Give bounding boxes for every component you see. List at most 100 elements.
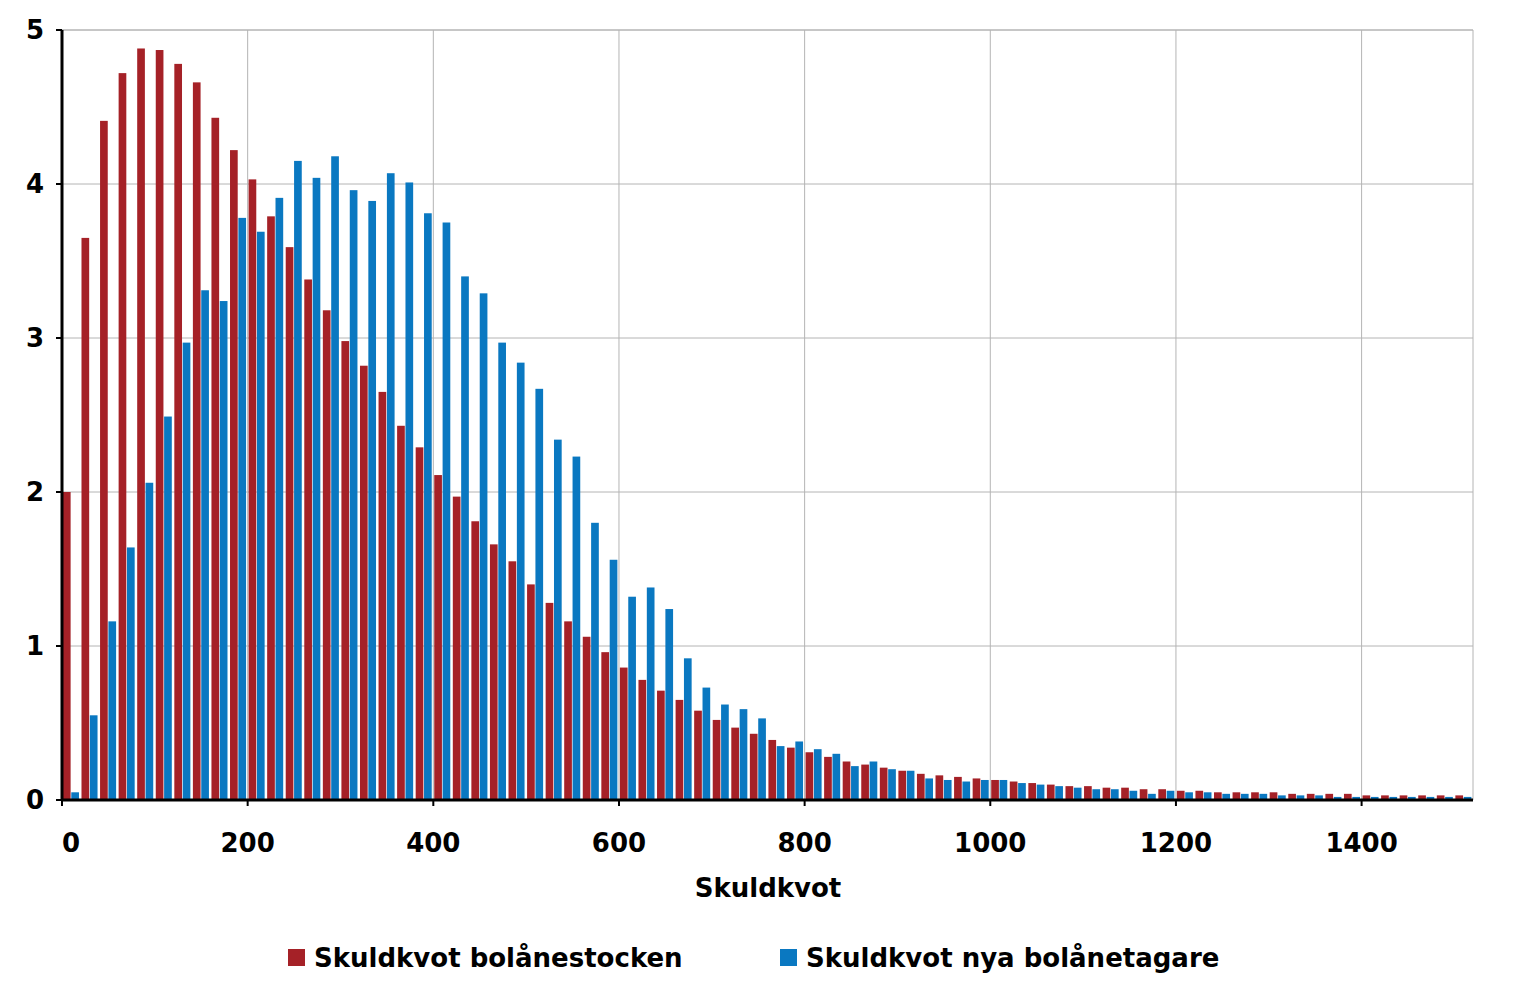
bar (1055, 786, 1063, 800)
bar (276, 198, 284, 800)
bar (490, 544, 498, 800)
bar (405, 182, 413, 800)
bar (1121, 788, 1129, 800)
bar (936, 775, 944, 800)
bar (917, 774, 925, 800)
bar (880, 768, 888, 800)
x-grid (433, 30, 434, 800)
y-tick (56, 491, 62, 493)
bar (1092, 789, 1100, 800)
bar (703, 688, 711, 800)
bar (954, 777, 962, 800)
bar (1000, 780, 1008, 800)
bar (146, 483, 154, 800)
bar (119, 73, 127, 800)
x-grid (62, 30, 63, 800)
bar (156, 50, 164, 800)
bar (898, 771, 906, 800)
bar (379, 392, 387, 800)
x-tick (618, 800, 620, 806)
y-tick-label: 1 (26, 631, 44, 661)
bar (1010, 782, 1018, 800)
frame (62, 30, 1473, 31)
x-grid (618, 30, 619, 800)
bar (1158, 789, 1166, 800)
x-tick (61, 800, 63, 806)
bar (628, 597, 636, 800)
bar (498, 343, 506, 800)
bar (647, 587, 655, 800)
bar (814, 749, 822, 800)
bar (174, 64, 182, 800)
bar (888, 769, 896, 800)
y-grid (62, 184, 1473, 185)
bar (220, 301, 228, 800)
y-tick (56, 29, 62, 31)
bar (795, 741, 803, 800)
bar (90, 715, 98, 800)
x-tick (1361, 800, 1363, 806)
bar (768, 740, 776, 800)
bar (294, 161, 302, 800)
bar (230, 150, 238, 800)
bar (360, 366, 368, 800)
x-grid (804, 30, 805, 800)
legend-label: Skuldkvot bolånestocken (314, 942, 683, 973)
x-grid (990, 30, 991, 800)
bar (434, 475, 442, 800)
x-tick-label: 1000 (954, 828, 1026, 858)
bar (1028, 783, 1036, 800)
frame (1473, 30, 1474, 800)
legend-label: Skuldkvot nya bolånetagare (806, 942, 1219, 973)
x-grid (247, 30, 248, 800)
bar (257, 232, 265, 800)
bar (453, 497, 461, 800)
x-axis (62, 799, 1473, 802)
bar (517, 363, 525, 800)
bar (137, 48, 145, 800)
x-grid (1175, 30, 1176, 800)
bar (471, 521, 479, 800)
bar (1074, 788, 1082, 800)
bar (323, 310, 331, 800)
bar (962, 782, 970, 800)
bar (573, 457, 581, 800)
x-tick (989, 800, 991, 806)
bar (665, 609, 673, 800)
x-grid (1361, 30, 1362, 800)
bar (638, 680, 646, 800)
bar (806, 752, 814, 800)
bar (944, 780, 952, 800)
bar (740, 709, 748, 800)
y-tick (56, 645, 62, 647)
bar (249, 179, 257, 800)
x-tick (804, 800, 806, 806)
bar (350, 190, 358, 800)
bar (991, 780, 999, 800)
bar (843, 762, 851, 801)
bar (535, 389, 543, 800)
bar (824, 757, 832, 800)
bar (787, 748, 795, 800)
bar (387, 173, 395, 800)
bar (610, 560, 618, 800)
bar (1103, 788, 1111, 800)
bar (63, 492, 71, 800)
bar (870, 762, 878, 801)
bar (1065, 786, 1073, 800)
bar (676, 700, 684, 800)
bar (81, 238, 89, 800)
bar (713, 720, 721, 800)
bar (750, 734, 758, 800)
x-axis-label: Skuldkvot (695, 873, 842, 903)
bar (907, 771, 915, 800)
y-tick-label: 4 (26, 169, 44, 199)
x-tick-label: 1200 (1140, 828, 1212, 858)
y-tick-label: 5 (26, 15, 44, 45)
bar (238, 218, 246, 800)
bar (480, 293, 488, 800)
legend-swatch (288, 949, 305, 966)
bar (731, 728, 739, 800)
bar (368, 201, 376, 800)
bar (925, 778, 933, 800)
